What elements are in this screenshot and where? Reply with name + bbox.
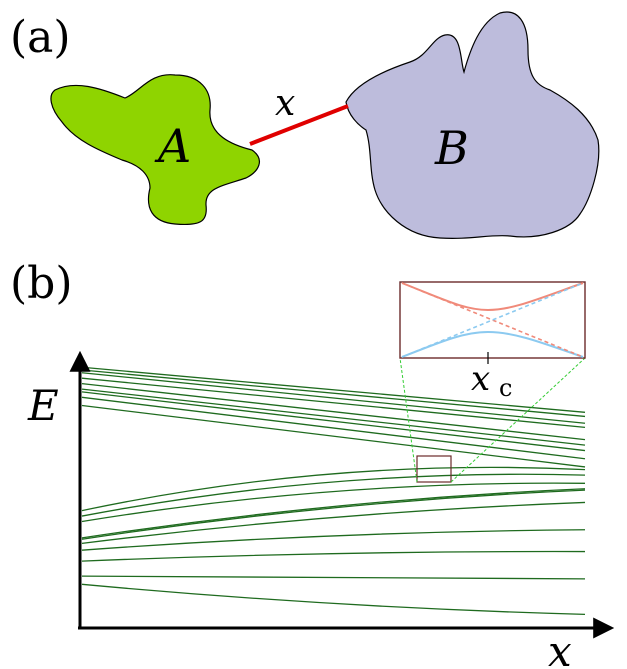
energy-levels — [81, 366, 586, 615]
zoom-guide-left — [399, 357, 418, 483]
region-a-label: A — [154, 119, 191, 173]
energy-level-line — [81, 369, 586, 418]
energy-level-line — [81, 466, 586, 512]
energy-level-line — [81, 404, 586, 468]
inset: x c — [399, 281, 586, 402]
region-b-label: B — [434, 121, 469, 175]
energy-level-line — [81, 489, 586, 540]
energy-level-line — [81, 366, 586, 413]
energy-level-line — [81, 391, 586, 452]
zoom-guide-right — [450, 357, 586, 483]
y-axis-label: E — [27, 381, 59, 430]
zoom-box — [416, 455, 452, 483]
inset-diabatic-down — [401, 282, 584, 358]
energy-level-line — [81, 372, 586, 424]
inset-diabatic-up — [401, 282, 584, 358]
panel-b-label: (b) — [10, 258, 73, 309]
energy-level-line — [81, 473, 586, 517]
energy-level-line — [81, 482, 586, 523]
energy-level-line — [81, 488, 586, 539]
energy-level-line — [81, 550, 586, 562]
energy-level-line — [81, 396, 586, 460]
inset-tick-subscript: c — [499, 374, 512, 402]
region-a-blob — [50, 74, 261, 226]
energy-level-line — [81, 529, 586, 551]
energy-level-line — [81, 377, 586, 428]
link-line — [249, 104, 349, 146]
energy-level-line — [81, 575, 586, 580]
energy-level-line — [81, 501, 586, 545]
link-label: x — [275, 83, 295, 124]
energy-level-line — [81, 388, 586, 446]
region-b-blob — [345, 11, 600, 239]
energy-level-line — [81, 383, 586, 441]
x-axis-label: x — [548, 627, 572, 669]
energy-level-line — [81, 583, 586, 615]
inset-tick-label: x — [471, 359, 490, 399]
panel-a-label: (a) — [10, 12, 71, 63]
